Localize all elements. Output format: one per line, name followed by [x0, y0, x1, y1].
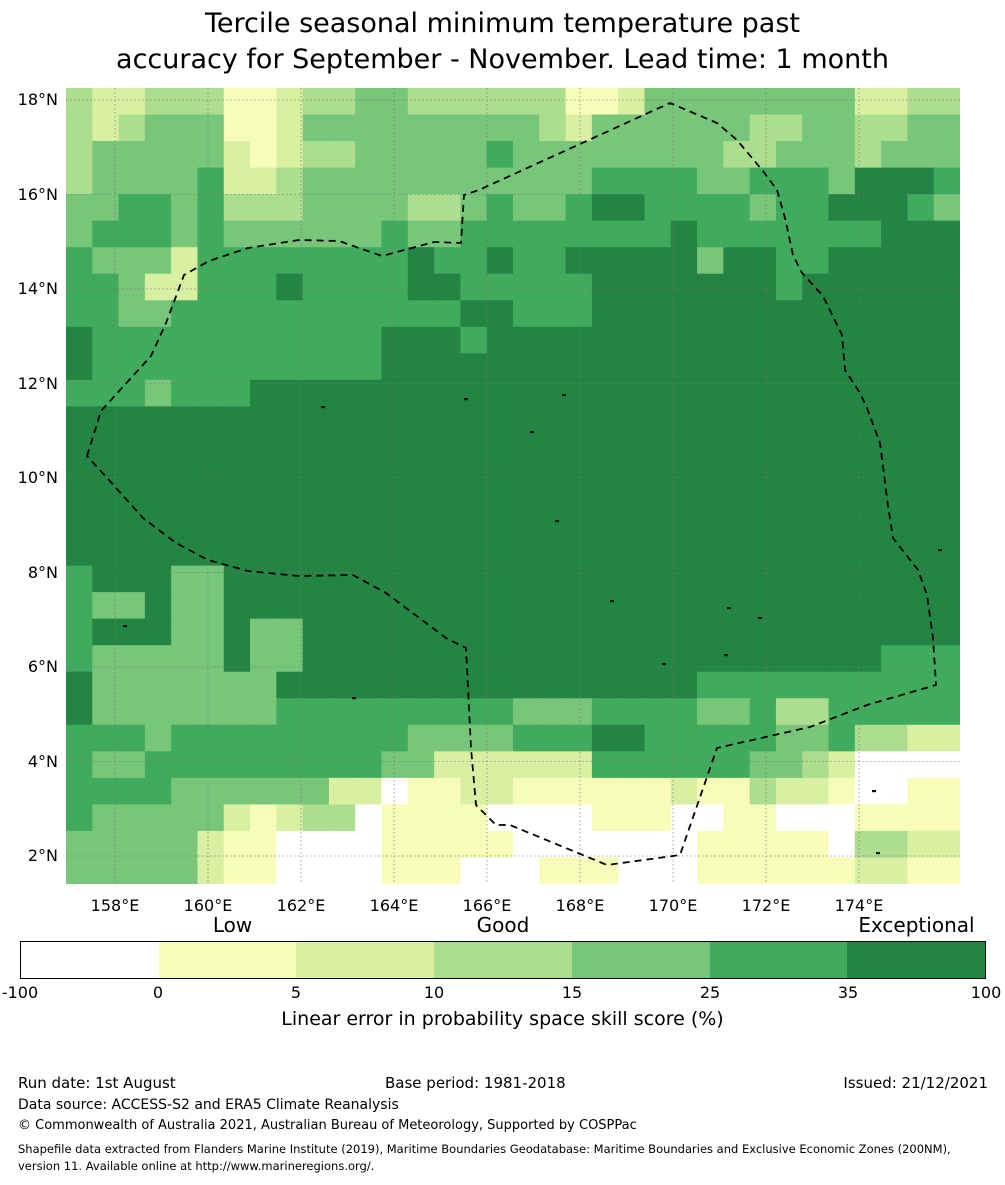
colorbar-qualitative-label: Good — [476, 913, 530, 937]
colorbar-tick-label: 5 — [290, 983, 302, 1002]
colorbar-caption: Linear error in probability space skill … — [281, 1008, 724, 1030]
shapefile-note-text: Shapefile data extracted from Flanders M… — [18, 1142, 951, 1173]
colorbar-segment — [434, 942, 572, 978]
chart-title-line2: accuracy for September - November. Lead … — [116, 44, 889, 75]
x-tick-label: 158°E — [90, 896, 140, 915]
colorbar — [20, 941, 986, 979]
y-tick-label: 12°N — [17, 373, 58, 393]
x-tick-label: 172°E — [741, 896, 791, 915]
run-date-text: Run date: 1st August — [18, 1074, 176, 1092]
y-tick-label: 18°N — [17, 90, 58, 109]
x-tick-label: 166°E — [462, 896, 512, 915]
colorbar-tick-label: 25 — [699, 983, 721, 1002]
colorbar-segment — [571, 942, 710, 978]
colorbar-tick-label: 35 — [837, 983, 859, 1002]
map-plot-area — [66, 88, 960, 884]
colorbar-tick-label: 0 — [152, 983, 164, 1002]
chart-title-line1: Tercile seasonal minimum temperature pas… — [205, 8, 800, 39]
y-tick-label: 10°N — [17, 468, 58, 487]
copyright-text: © Commonwealth of Australia 2021, Austra… — [18, 1118, 637, 1133]
x-tick-label: 162°E — [276, 896, 326, 915]
y-tick-label: 6°N — [27, 657, 58, 676]
colorbar-tick-label: 15 — [561, 983, 583, 1002]
base-period-text: Base period: 1981-2018 — [385, 1074, 566, 1092]
y-tick-label: 4°N — [27, 751, 58, 771]
colorbar-tick-label: -100 — [1, 983, 39, 1002]
y-tick-label: 14°N — [17, 279, 58, 298]
colorbar-qualitative-label: Low — [212, 913, 253, 937]
colorbar-segment — [709, 942, 848, 978]
y-tick-label: 2°N — [27, 846, 58, 865]
x-tick-label: 174°E — [834, 896, 884, 915]
colorbar-tick-label: 10 — [423, 983, 445, 1002]
colorbar-segment — [21, 942, 159, 978]
x-tick-label: 168°E — [555, 896, 605, 915]
colorbar-segment — [847, 942, 986, 978]
colorbar-tick-label: 100 — [970, 983, 1002, 1002]
issued-date-text: Issued: 21/12/2021 — [843, 1074, 988, 1092]
colorbar-segment — [158, 942, 297, 978]
colorbar-qualitative-label: Exceptional — [858, 913, 975, 937]
skill-score-heatmap — [66, 88, 960, 884]
colorbar-segment — [296, 942, 435, 978]
data-source-text: Data source: ACCESS-S2 and ERA5 Climate … — [18, 1097, 399, 1113]
chart-title: Tercile seasonal minimum temperature pas… — [0, 6, 1005, 78]
island-marks — [123, 394, 942, 855]
y-tick-label: 16°N — [17, 184, 58, 204]
heatmap-cells — [66, 88, 960, 884]
graticule-gridlines — [66, 88, 960, 884]
x-tick-label: 160°E — [183, 896, 233, 915]
x-tick-label: 164°E — [369, 896, 419, 915]
y-tick-label: 8°N — [27, 562, 58, 582]
eez-boundary-line — [85, 102, 937, 866]
x-tick-label: 170°E — [648, 896, 698, 915]
